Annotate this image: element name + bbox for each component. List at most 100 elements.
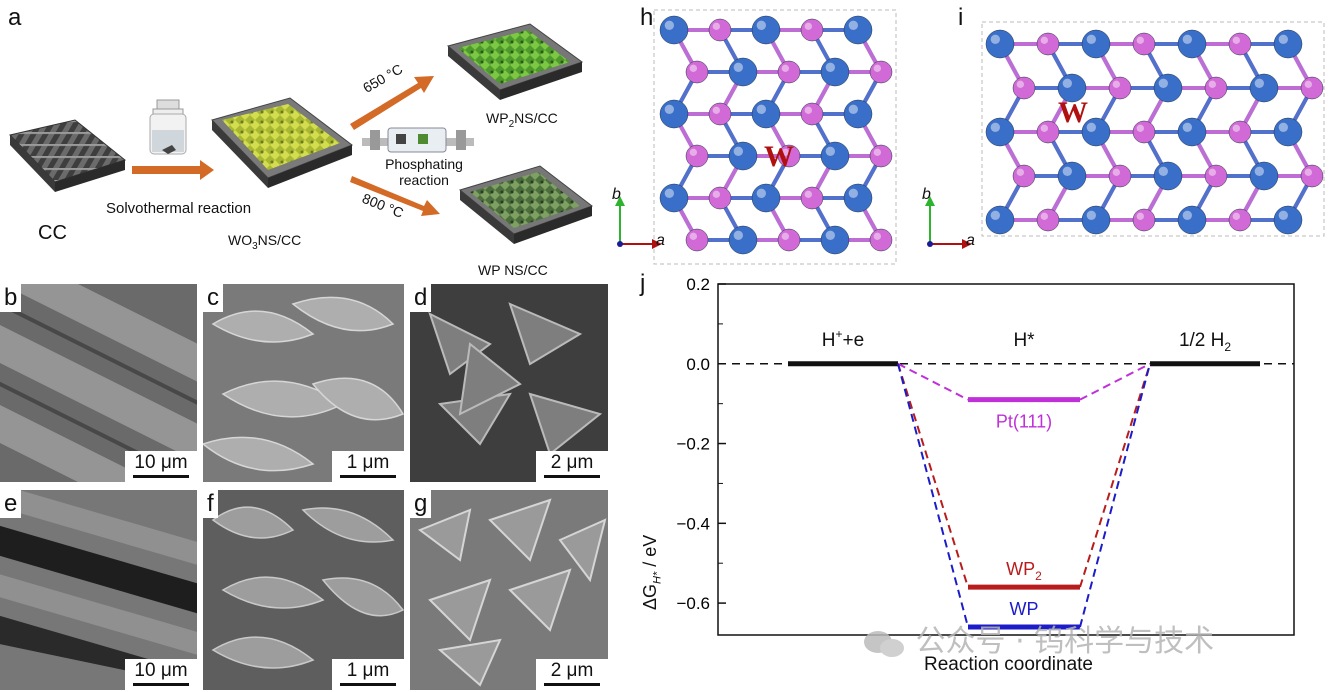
atom-highlight: [664, 104, 674, 115]
w-atom: [843, 183, 873, 213]
wp2-cloth-icon: [446, 23, 584, 100]
connector-left-2: [897, 363, 969, 628]
atom-highlight: [1254, 166, 1264, 176]
atom-highlight: [1112, 80, 1120, 88]
plot-frame: [717, 283, 1295, 636]
p-atom: [1132, 208, 1156, 232]
w-atom: [751, 15, 781, 45]
connector-left-1: [897, 363, 969, 588]
atom-highlight: [712, 190, 720, 198]
scale-bar-e: 10 μm: [125, 659, 197, 690]
panel-label-d: d: [410, 284, 432, 312]
carbon-cloth-icon: [9, 119, 127, 192]
p-atom: [1228, 208, 1252, 232]
atom-highlight: [1136, 36, 1144, 44]
panel-label-f: f: [203, 490, 218, 518]
sem-panel-d: d 2 μm: [410, 284, 608, 482]
atom-highlight: [1086, 210, 1096, 220]
scale-bar-f: 1 μm: [332, 659, 404, 690]
atom-highlight: [873, 232, 881, 240]
y-tick-label: −0.2: [676, 435, 710, 454]
w-atom: [659, 183, 689, 213]
series-label-2: WP: [1010, 599, 1039, 619]
scale-bar-c: 1 μm: [332, 451, 404, 482]
atom-highlight: [1086, 34, 1096, 44]
wechat-icon: [862, 628, 906, 658]
atom-highlight: [1016, 80, 1024, 88]
p-atom: [777, 228, 801, 252]
tube-furnace-icon: [362, 127, 474, 153]
w-atom: [985, 205, 1015, 235]
atom-highlight: [1208, 80, 1216, 88]
p-atom: [800, 102, 824, 126]
atom-highlight: [1182, 210, 1192, 220]
atom-highlight: [1040, 212, 1048, 220]
w-atom: [820, 57, 850, 87]
p-atom: [1204, 164, 1228, 188]
w-atom: [985, 117, 1015, 147]
p-atom: [1108, 164, 1132, 188]
w-atom: [843, 99, 873, 129]
atom-highlight: [873, 64, 881, 72]
sem-image-f: [203, 490, 404, 690]
p-atom: [1036, 120, 1060, 144]
atom-highlight: [1040, 36, 1048, 44]
arrow-1-icon: [132, 160, 214, 180]
y-tick-label: 0.0: [686, 355, 710, 374]
panel-label-a: a: [4, 4, 26, 32]
atom-highlight: [1232, 212, 1240, 220]
w-atom: [751, 99, 781, 129]
w-atom: [1177, 29, 1207, 59]
atom-highlight: [664, 188, 674, 198]
x-axis-label: Reaction coordinate: [924, 654, 1093, 675]
synthesis-scheme: [9, 23, 594, 244]
atom-highlight: [1232, 124, 1240, 132]
w-atom: [1081, 29, 1111, 59]
wp2-label: WP2NS/CC: [486, 110, 558, 130]
p-atom: [1036, 208, 1060, 232]
atom-highlight: [756, 20, 766, 30]
p-atom: [1228, 120, 1252, 144]
sem-panel-g: g 2 μm: [410, 490, 608, 690]
connector-right-2: [1079, 363, 1151, 628]
atom-highlight: [781, 148, 789, 156]
state-label-1: H*: [1013, 330, 1035, 351]
atom-highlight: [712, 106, 720, 115]
w-atom: [1177, 117, 1207, 147]
sem-image-c: [203, 284, 404, 482]
panel-label-h: h: [640, 4, 654, 31]
wo3-label: WO3NS/CC: [228, 232, 302, 252]
atom-highlight: [733, 146, 743, 156]
sem-panel-b: b 10 μm: [0, 284, 197, 482]
atom-highlight: [1136, 124, 1144, 132]
atom-highlight: [1232, 36, 1240, 44]
atom-highlight: [689, 148, 697, 156]
axis-a-label-h: a: [656, 232, 665, 249]
atom-highlight: [1208, 168, 1216, 176]
p-atom: [1300, 76, 1324, 100]
connector-left-0: [897, 362, 969, 401]
w-atom: [728, 141, 758, 171]
watermark-text: 公众号 · 钨科学与技术: [915, 624, 1215, 659]
atom-highlight: [781, 64, 789, 72]
atom-highlight: [712, 22, 720, 30]
wp-label: WP NS/CC: [478, 262, 548, 278]
atom-highlight: [990, 34, 1000, 44]
p-atom: [869, 144, 893, 168]
sem-image-g: [410, 490, 608, 690]
p-atom: [869, 60, 893, 84]
atom-highlight: [804, 106, 812, 115]
sem-image-d: [410, 284, 608, 482]
atom-highlight: [1016, 168, 1024, 176]
w-atom: [1273, 205, 1303, 235]
p-atom: [1300, 164, 1324, 188]
atom-highlight: [756, 104, 766, 115]
atom-highlight: [990, 122, 1000, 132]
w-atom: [985, 29, 1015, 59]
w-atom-label-i: W: [1058, 96, 1088, 129]
axis-b-label-i: b: [922, 186, 931, 203]
atom-highlight: [781, 232, 789, 240]
atom-highlight: [733, 62, 743, 72]
p-atom: [685, 60, 709, 84]
atom-highlight: [848, 20, 858, 30]
